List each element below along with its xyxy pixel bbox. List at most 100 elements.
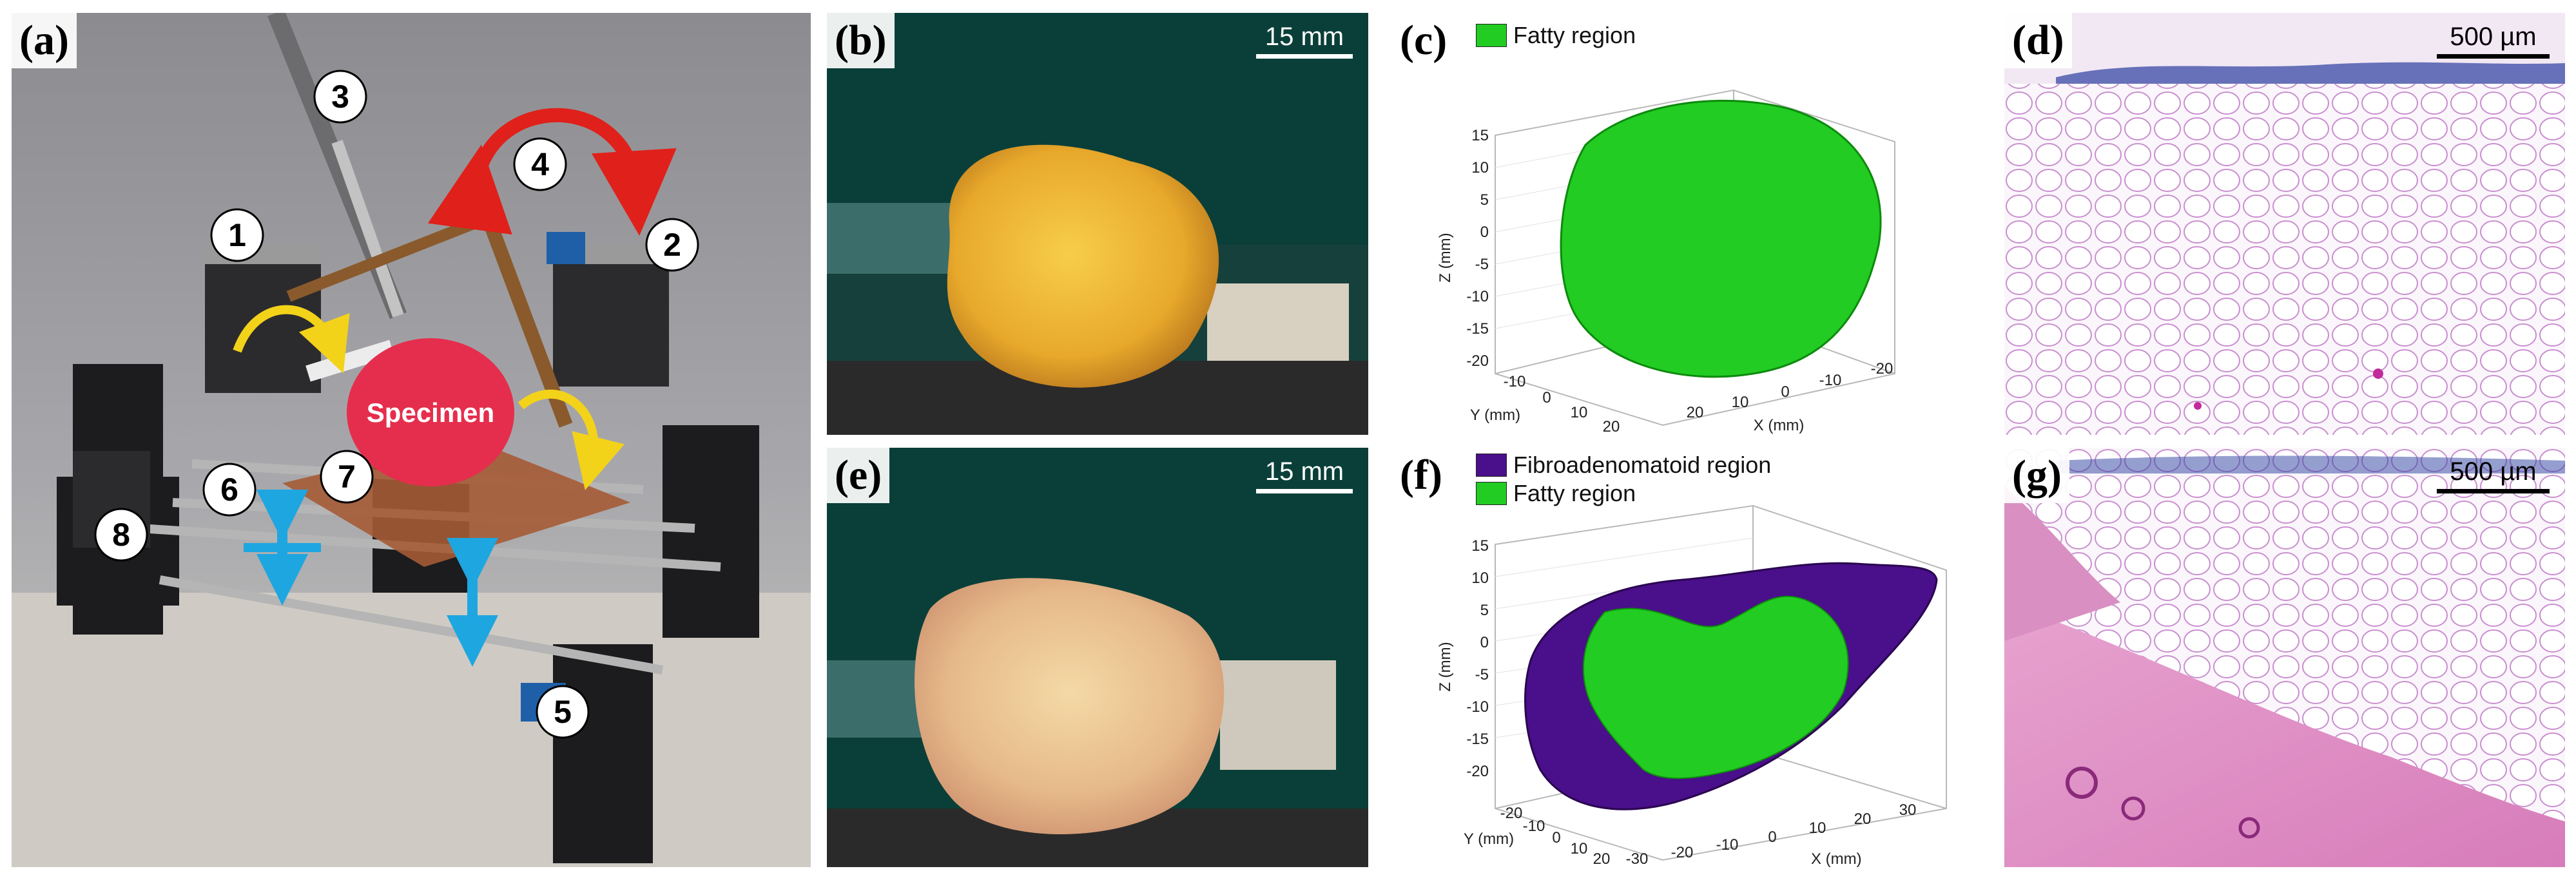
x-axis-label-c: X (mm) <box>1754 417 1805 434</box>
y-tick-f-1: -10 <box>1523 818 1545 835</box>
z-tick-f-4: -5 <box>1475 666 1489 684</box>
panel-b: (b) 15 mm <box>827 13 1368 435</box>
legend-swatch-fatty <box>1476 24 1507 47</box>
y-tick-c-0: -10 <box>1504 373 1526 390</box>
z-tick-c-0: 15 <box>1471 127 1489 144</box>
legend-f-fatty: Fatty region <box>1476 480 1636 507</box>
x-tick-c-3: -10 <box>1819 372 1842 389</box>
z-tick-c-3: 0 <box>1480 224 1489 241</box>
panel-e: (e) 15 mm <box>827 448 1368 867</box>
panel-c-label: (c) <box>1392 13 1455 68</box>
scale-bar-e: 15 mm <box>1256 457 1353 493</box>
z-tick-c-1: 10 <box>1471 159 1489 177</box>
panel-c: (c) Fatty region 15 10 5 0 -5 -10 -15 -2… <box>1392 13 1972 435</box>
specimen-label: Specimen <box>367 397 494 428</box>
callout-3-text: 3 <box>331 79 349 115</box>
scale-bar-e-label: 15 mm <box>1264 457 1344 486</box>
panel-f: (f) Fibroadenomatoid region Fatty region… <box>1392 448 1972 867</box>
panel-g: (g) 500 µm <box>2004 448 2565 867</box>
panel-g-label: (g) <box>2004 448 2069 503</box>
y-tick-f-2: 0 <box>1552 829 1560 847</box>
panel-b-label: (b) <box>827 13 895 68</box>
z-axis-label-c: Z (mm) <box>1437 233 1454 282</box>
x-axis-label-f: X (mm) <box>1811 850 1862 867</box>
x-tick-f-2: -10 <box>1716 836 1739 854</box>
3d-surface-plot-c: 15 10 5 0 -5 -10 -15 -20 Z (mm) -10 0 10… <box>1437 89 1895 435</box>
legend-label-fibroadenomatoid: Fibroadenomatoid region <box>1513 452 1772 478</box>
z-tick-c-4: -5 <box>1475 256 1489 273</box>
y-tick-c-2: 10 <box>1571 404 1588 421</box>
scale-bar-d-line <box>2437 54 2550 59</box>
z-tick-c-5: -10 <box>1466 288 1489 305</box>
z-tick-c-6: -15 <box>1466 320 1489 338</box>
y-axis-label-c: Y (mm) <box>1470 407 1520 424</box>
panel-a-label: (a) <box>12 13 77 68</box>
y-tick-c-3: 20 <box>1603 418 1620 435</box>
callout-4-text: 4 <box>531 146 549 182</box>
callout-1-text: 1 <box>228 217 246 253</box>
x-tick-c-4: -20 <box>1871 360 1893 378</box>
scale-bar-b-label: 15 mm <box>1264 23 1344 51</box>
panel-d: (d) 500 µm <box>2004 13 2565 435</box>
scale-bar-b: 15 mm <box>1256 22 1353 59</box>
z-tick-f-7: -20 <box>1466 763 1489 780</box>
scale-bar-g-label: 500 µm <box>2450 457 2537 486</box>
z-tick-f-5: -10 <box>1466 698 1489 716</box>
callout-6-text: 6 <box>220 472 238 508</box>
callout-4 <box>513 137 567 191</box>
legend-label-fatty-f: Fatty region <box>1513 480 1636 506</box>
y-axis-label-f: Y (mm) <box>1464 830 1514 848</box>
callout-8-text: 8 <box>112 517 130 553</box>
callout-1 <box>210 208 264 262</box>
3d-surface-plot-f: 15 10 5 0 -5 -10 -15 -20 Z (mm) -20 -10 … <box>1437 504 1947 867</box>
y-tick-f-4: 20 <box>1593 850 1611 867</box>
y-tick-c-1: 0 <box>1542 389 1551 407</box>
callout-2-text: 2 <box>663 227 681 263</box>
z-tick-f-1: 10 <box>1471 569 1489 587</box>
x-tick-f-4: 10 <box>1809 819 1826 837</box>
specimen-photo-fatty <box>827 13 1368 435</box>
histology-image-fatty <box>2004 13 2565 435</box>
callout-2 <box>645 218 699 272</box>
z-axis-label-f: Z (mm) <box>1437 642 1454 691</box>
legend-f-fibroadenomatoid: Fibroadenomatoid region <box>1476 452 1771 479</box>
callout-6 <box>202 463 257 517</box>
panel-e-label: (e) <box>827 448 890 503</box>
scanner-device-photo: Specimen 1 2 3 4 5 6 7 8 <box>12 13 811 867</box>
callout-8 <box>94 508 148 562</box>
z-tick-f-6: -15 <box>1466 731 1489 748</box>
panel-f-label: (f) <box>1392 448 1450 503</box>
z-tick-f-2: 5 <box>1480 602 1489 619</box>
legend-swatch-fatty-f <box>1476 482 1507 505</box>
callout-7-text: 7 <box>338 459 356 495</box>
x-tick-c-0: 20 <box>1687 404 1704 421</box>
scale-bar-d: 500 µm <box>2437 22 2550 59</box>
z-ticks-c: 15 10 5 0 -5 -10 -15 -20 <box>1466 127 1489 370</box>
x-tick-f-6: 30 <box>1899 801 1917 819</box>
legend-c-fatty: Fatty region <box>1476 22 1636 49</box>
yellow-rotation-arrow-right-icon <box>518 389 625 490</box>
scale-bar-d-label: 500 µm <box>2450 23 2537 51</box>
fatty-surface-c <box>1560 99 1882 378</box>
x-tick-f-1: -20 <box>1671 844 1694 861</box>
z-tick-c-2: 5 <box>1480 191 1489 209</box>
z-tick-f-0: 15 <box>1471 537 1489 555</box>
callout-7 <box>320 450 374 504</box>
x-tick-f-5: 20 <box>1854 810 1872 828</box>
callout-5-text: 5 <box>554 694 572 730</box>
scale-bar-e-line <box>1256 489 1353 493</box>
y-tick-f-3: 10 <box>1571 840 1588 857</box>
red-rotation-arrow-icon <box>427 108 677 236</box>
x-tick-f-0: -30 <box>1626 850 1649 867</box>
panel-d-label: (d) <box>2004 13 2072 68</box>
callout-5 <box>536 685 590 739</box>
legend-label-fatty: Fatty region <box>1513 22 1636 48</box>
y-tick-f-0: -20 <box>1500 805 1523 822</box>
specimen-photo-fibroadenoma <box>827 448 1368 867</box>
scale-bar-g: 500 µm <box>2437 457 2550 493</box>
x-tick-c-1: 10 <box>1732 394 1749 411</box>
histology-image-fibroadenoma <box>2004 448 2565 867</box>
panel-a: (a) <box>12 13 811 867</box>
x-tick-c-2: 0 <box>1781 383 1789 401</box>
z-tick-c-7: -20 <box>1466 352 1489 370</box>
